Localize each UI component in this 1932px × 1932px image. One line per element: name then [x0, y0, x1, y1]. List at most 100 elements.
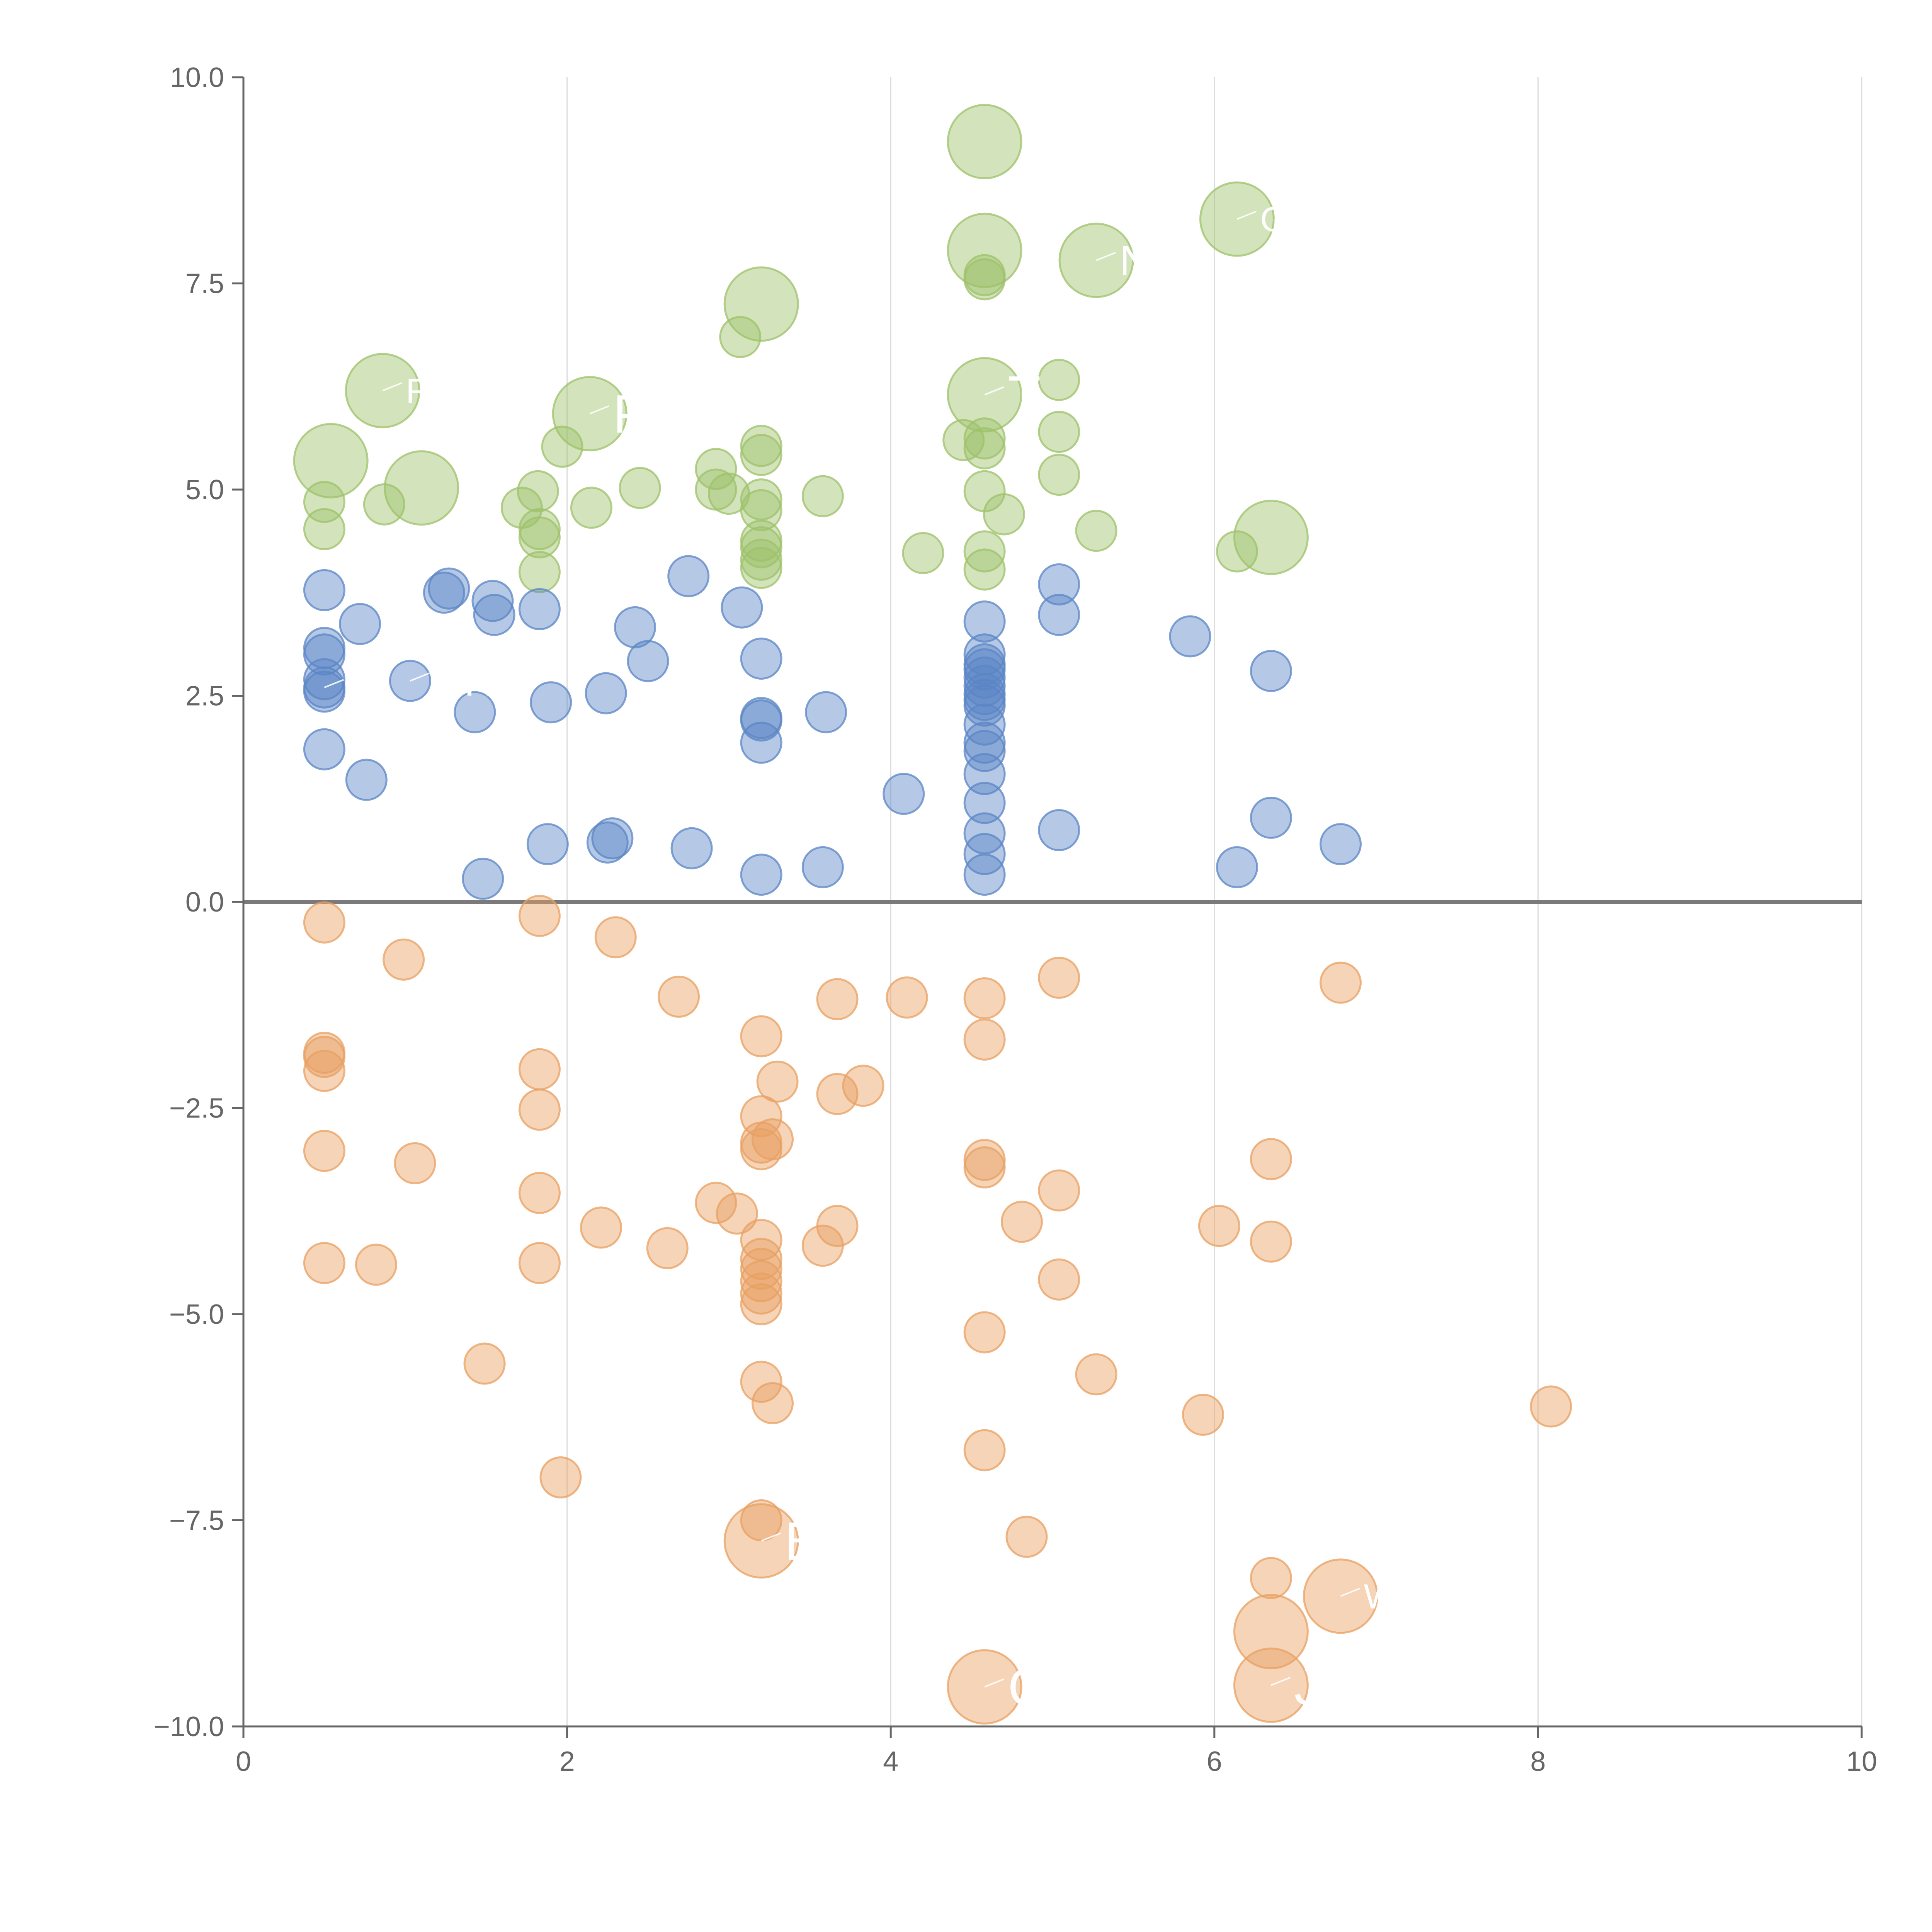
point-green	[740, 489, 782, 531]
point-orange	[1250, 1557, 1292, 1599]
point-green	[1233, 500, 1309, 575]
label-leader	[1340, 1587, 1361, 1597]
point-blue	[627, 640, 669, 682]
point-orange	[1038, 1169, 1080, 1212]
point-orange	[646, 1227, 689, 1269]
point-orange	[355, 1243, 397, 1286]
label-leader	[410, 672, 430, 682]
point-orange	[1038, 1258, 1080, 1301]
point-orange	[751, 1382, 794, 1424]
point-orange	[383, 938, 425, 981]
point-orange	[816, 978, 859, 1020]
label-leader	[984, 1678, 1004, 1688]
point-green	[518, 551, 561, 593]
point-green	[517, 470, 559, 512]
point-orange	[303, 1129, 345, 1172]
x-tick-label: 4	[883, 1746, 898, 1777]
point-orange	[394, 1142, 436, 1184]
point-orange	[816, 1073, 859, 1115]
point-blue	[339, 603, 381, 645]
point-blue	[667, 555, 710, 597]
point-green	[570, 486, 612, 529]
label-leader	[761, 1532, 781, 1542]
point-orange	[740, 1272, 782, 1315]
point-orange	[1005, 1515, 1048, 1558]
label-leader	[984, 386, 1004, 396]
point-orange	[518, 895, 561, 937]
point-blue	[740, 637, 782, 680]
point-blue	[963, 782, 1006, 824]
point-label: J	[1294, 1655, 1321, 1716]
point-orange	[740, 1283, 782, 1325]
point-blue	[963, 600, 1006, 643]
point-green	[1038, 359, 1080, 401]
point-orange	[1000, 1201, 1043, 1243]
point-green	[384, 450, 459, 526]
label-leader	[1270, 1677, 1291, 1686]
y-tick-label: −10.0	[154, 1711, 224, 1742]
point-green	[963, 417, 1006, 460]
x-tick-label: 8	[1530, 1746, 1546, 1777]
point-blue	[518, 588, 561, 630]
point-blue	[303, 728, 345, 770]
point-orange	[303, 1049, 345, 1092]
point-green	[723, 266, 799, 342]
point-green	[740, 434, 782, 476]
point-blue	[801, 846, 844, 888]
point-green	[963, 530, 1006, 573]
point-orange	[580, 1206, 622, 1249]
point-blue	[462, 857, 504, 900]
point-blue	[586, 821, 629, 864]
point-blue	[1169, 615, 1211, 658]
point-orange	[963, 977, 1006, 1020]
point-blue	[670, 827, 713, 869]
point-blue	[963, 684, 1006, 727]
point-blue	[963, 730, 1006, 772]
y-tick-label: 7.5	[185, 269, 224, 299]
point-blue	[1319, 823, 1362, 866]
y-tick-label: −5.0	[169, 1299, 224, 1330]
point-orange	[740, 1260, 782, 1303]
point-blue	[473, 594, 515, 636]
point-green	[963, 427, 1006, 469]
point-orange	[518, 1048, 561, 1090]
point-orange	[1250, 1220, 1292, 1263]
point-blue	[963, 753, 1006, 795]
point-green	[1038, 454, 1080, 496]
label-leader	[382, 382, 402, 391]
point-orange	[740, 1361, 782, 1403]
point-green	[719, 316, 762, 358]
point-orange	[1038, 956, 1080, 999]
y-tick-label: 5.0	[185, 474, 224, 505]
point-orange	[1075, 1353, 1117, 1396]
x-tick-label: 10	[1846, 1746, 1877, 1777]
point-green	[518, 516, 561, 559]
label-leader	[324, 679, 344, 689]
point-blue	[1038, 594, 1080, 636]
data-points	[293, 104, 1572, 1725]
point-blue	[303, 569, 345, 611]
point-blue	[423, 571, 465, 614]
point-orange	[1530, 1385, 1572, 1428]
point-green	[963, 548, 1006, 591]
point-orange	[740, 1015, 782, 1058]
label-leader	[589, 405, 609, 415]
point-blue	[585, 672, 627, 714]
point-orange	[716, 1192, 758, 1235]
x-tick-label: 2	[560, 1746, 575, 1777]
point-green	[942, 419, 985, 461]
point-green	[740, 478, 782, 521]
point-blue	[1038, 809, 1080, 851]
point-orange	[539, 1456, 582, 1499]
point-orange	[303, 1242, 345, 1284]
point-blue	[614, 606, 656, 648]
y-tick-label: 2.5	[185, 681, 224, 712]
point-orange	[463, 1342, 506, 1385]
point-orange	[1319, 961, 1362, 1004]
point-orange	[886, 976, 928, 1019]
point-orange	[518, 1088, 561, 1131]
point-green	[902, 532, 944, 574]
point-orange	[963, 1018, 1006, 1061]
point-labels: PO T N G R L CH B W J G	[347, 201, 1396, 1718]
point-orange	[756, 1060, 799, 1103]
